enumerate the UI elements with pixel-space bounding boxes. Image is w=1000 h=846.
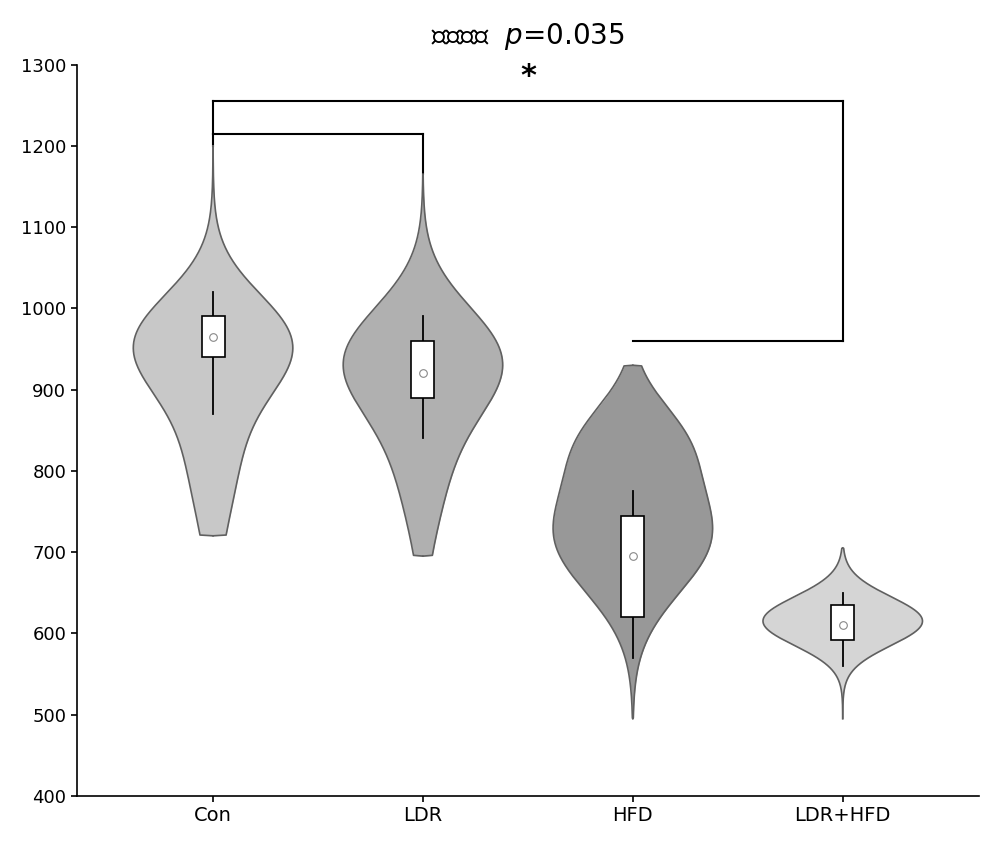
- Text: *: *: [520, 62, 536, 91]
- Bar: [621, 515, 644, 617]
- Bar: [202, 316, 225, 357]
- Title: 秩和检验  $p$=0.035: 秩和检验 $p$=0.035: [431, 21, 625, 52]
- Bar: [411, 341, 434, 398]
- Bar: [831, 605, 854, 640]
